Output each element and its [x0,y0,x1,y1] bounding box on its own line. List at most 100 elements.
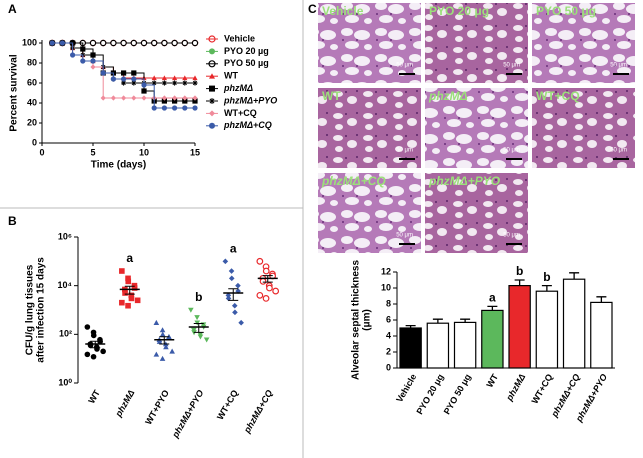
marker [121,95,127,101]
marker [84,324,91,330]
marker [181,39,188,47]
marker [161,80,167,86]
marker [128,295,135,302]
axis [41,40,195,144]
marker [125,278,132,285]
y-tick-label: 10⁰ [58,377,72,387]
marker [228,275,235,282]
marker [100,70,106,76]
x-tick-label: WT [86,388,102,406]
y-tick-label: 10⁶ [58,231,72,241]
image-label: phzMΔ+CQ [321,174,386,188]
error-bar [596,296,607,303]
scale-label: 50 μm [610,148,627,154]
significance-letter: a [126,251,133,265]
marker [121,76,127,82]
marker [84,351,91,358]
marker [100,348,106,355]
error-bar [262,275,273,283]
scale-label: 50 μm [396,148,413,154]
scale-label: 50 μm [610,63,627,69]
error-bar [514,279,525,286]
scale-label: 50 μm [396,63,413,69]
marker [150,39,158,47]
y-tick-label: 60 [27,77,37,87]
legend-label: WT [224,71,238,81]
marker [131,76,137,82]
marker [172,105,178,111]
legend-label: PYO 50 µg [224,58,269,68]
marker [163,344,169,350]
marker [80,58,86,64]
image-label: WT [322,89,341,103]
marker [151,75,157,81]
marker [131,80,137,86]
marker [141,88,147,94]
marker [141,82,147,88]
marker [151,80,157,86]
bar [481,309,504,369]
panel-label: C [308,2,317,16]
legend-label: phzMΔ [223,83,253,93]
y-axis-label: (μm) [362,309,373,331]
error-bar [159,336,170,345]
bar [508,285,531,369]
x-tick-label: WT+PYO [143,388,171,426]
survival-line [52,42,195,84]
image-label: WT+CQ [536,89,580,103]
scale-label: 50 μm [503,233,520,239]
y-tick-label: 10⁴ [58,280,72,290]
bar [535,290,559,369]
bar [426,322,450,369]
bar [562,278,586,369]
error-bar [432,318,443,324]
marker [110,39,117,47]
x-tick-label: 15 [190,147,200,157]
significance-letter: a [230,242,237,256]
significance-letter: a [489,291,496,305]
marker [90,353,97,360]
marker [169,348,175,354]
marker [192,75,198,81]
marker [256,257,264,265]
marker [134,297,141,304]
error-bar [569,272,580,280]
marker [156,338,163,344]
marker [235,288,241,294]
marker [159,327,166,333]
marker [49,40,55,46]
marker [197,334,204,340]
x-tick-label: 0 [39,147,44,157]
histology-image [318,173,421,253]
marker [59,40,65,46]
legend-label: phzMΔ+PYO [223,95,277,105]
x-tick-label: 10 [139,147,149,157]
panel-label: A [8,2,17,16]
marker [90,58,96,64]
marker [259,277,267,285]
marker [194,315,200,321]
scale-label: 50 μm [503,148,520,154]
significance-letter: b [543,270,550,284]
marker [272,287,280,295]
image-label: PYO 20 μg [429,4,489,18]
x-tick-label: phzMΔ [113,388,137,419]
histology-image [532,88,635,168]
marker [235,282,241,289]
histology-image [425,3,528,83]
panel-label: B [8,214,17,228]
marker [110,76,116,82]
marker [182,75,188,81]
y-axis-label: Alveolar septal thickness [351,260,362,380]
x-tick-label: phzMΔ [504,372,528,403]
marker [89,39,97,47]
y-tick-label: 8 [386,298,391,308]
marker [90,332,97,339]
marker [225,295,232,302]
x-tick-label: WT+CQ [530,372,555,405]
marker [131,285,138,291]
y-tick-label: 10² [59,329,72,339]
x-tick-label: PYO 20 μg [414,372,445,416]
y-tick-label: 20 [27,117,37,127]
